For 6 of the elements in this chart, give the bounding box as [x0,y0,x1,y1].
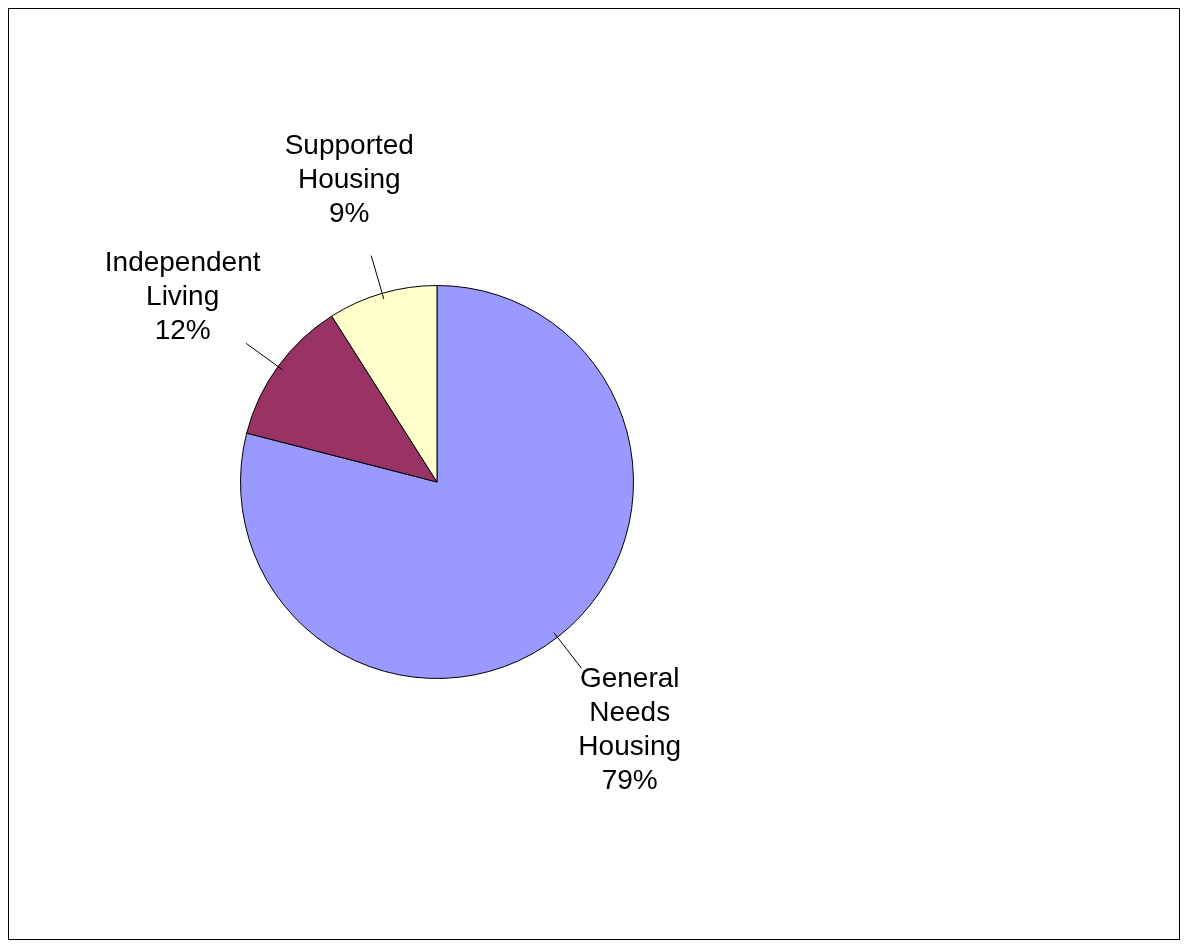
slice-label: General Needs Housing [578,662,682,762]
data-label: 9% [329,196,370,228]
slice-label: Independent Living [104,245,261,311]
slice-label: Supported Housing [284,128,414,194]
data-label: 12% [154,313,211,345]
data-label: 79% [601,764,658,796]
